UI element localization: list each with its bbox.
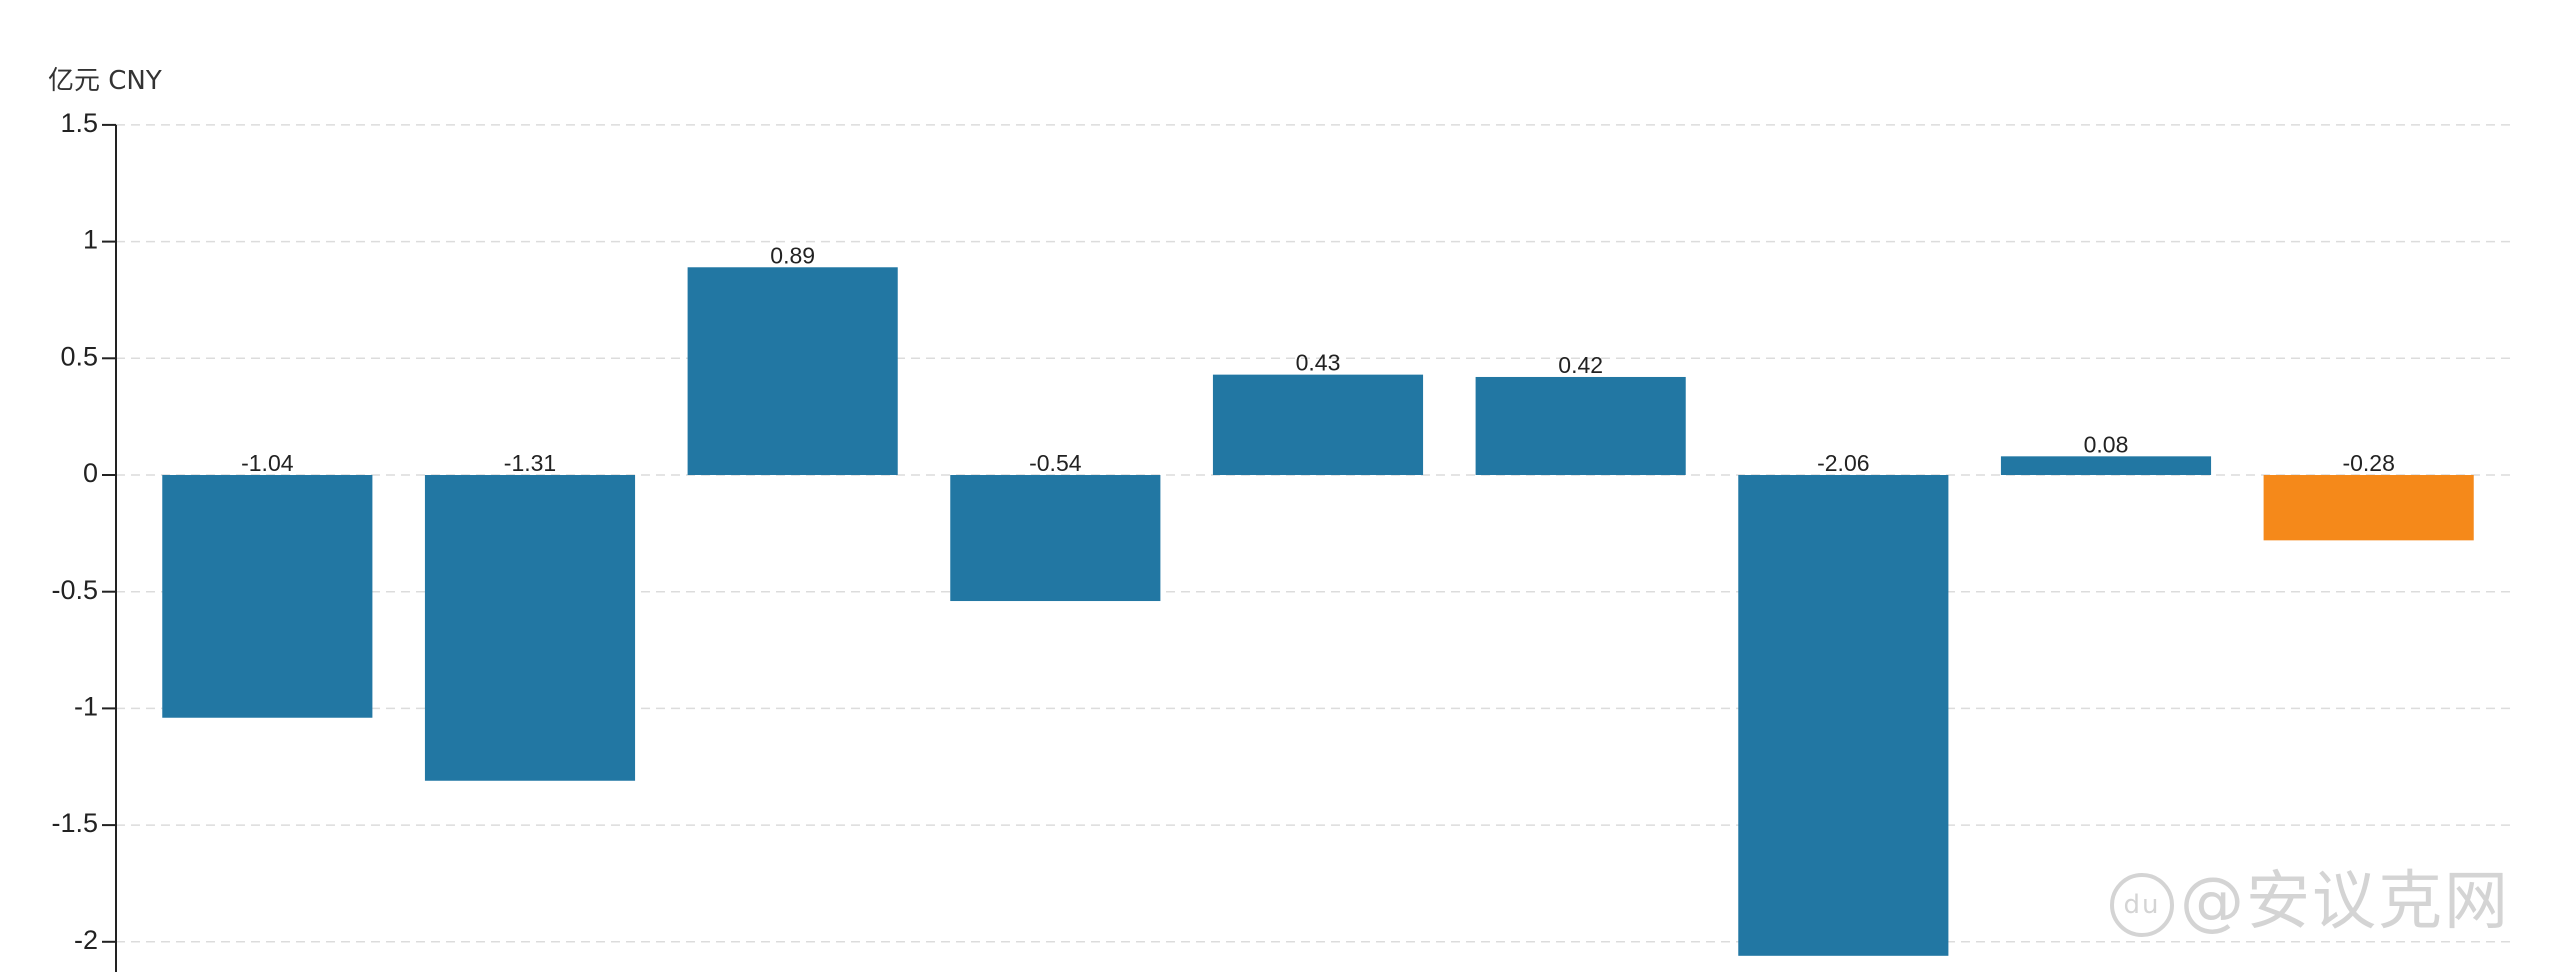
y-tick-label: 0.5	[60, 341, 98, 371]
watermark-text: @安议克网	[2180, 865, 2510, 939]
y-axis-unit-label: 亿元 CNY	[48, 66, 162, 96]
bar	[1212, 374, 1424, 475]
bars	[162, 267, 2474, 956]
bar	[687, 267, 898, 475]
bar	[162, 475, 373, 718]
y-tick-label: 1.5	[60, 108, 98, 138]
bar-value-label: 0.43	[1296, 350, 1341, 376]
y-tick-label: 1	[83, 225, 98, 255]
bar	[424, 475, 636, 781]
y-tick-label: 0	[83, 458, 98, 488]
bar-value-label: -2.06	[1817, 450, 1869, 476]
bar-value-label: 0.08	[2084, 431, 2129, 457]
bar-value-label: -1.31	[504, 450, 556, 476]
bar-value-label: -0.28	[2342, 450, 2394, 476]
y-tick-label: -2	[74, 925, 98, 955]
y-tick-label: -1	[74, 692, 98, 722]
bar	[2263, 475, 2474, 541]
watermark: du @安议克网	[2110, 850, 2510, 942]
value-labels: -1.04 -1.31 0.89 -0.54 0.43 0.42 -2.06 0.08 -0.2…	[241, 242, 2395, 476]
bar-value-label: -1.04	[241, 450, 294, 476]
bar	[1475, 376, 1686, 475]
bar-value-label: -0.54	[1029, 450, 1082, 476]
y-tick-label: -0.5	[51, 575, 98, 605]
baidu-paw-icon: du	[2110, 873, 2174, 938]
y-tick-label: -1.5	[51, 808, 98, 838]
y-axis: 1.5 1 0.5 0 -0.5 -1 -1.5 -2	[51, 108, 117, 972]
bar-value-label: 0.42	[1558, 352, 1603, 378]
bar	[950, 475, 1161, 602]
bar	[2000, 456, 2212, 475]
bar-value-label: 0.89	[770, 242, 815, 268]
bar	[1738, 475, 1949, 956]
